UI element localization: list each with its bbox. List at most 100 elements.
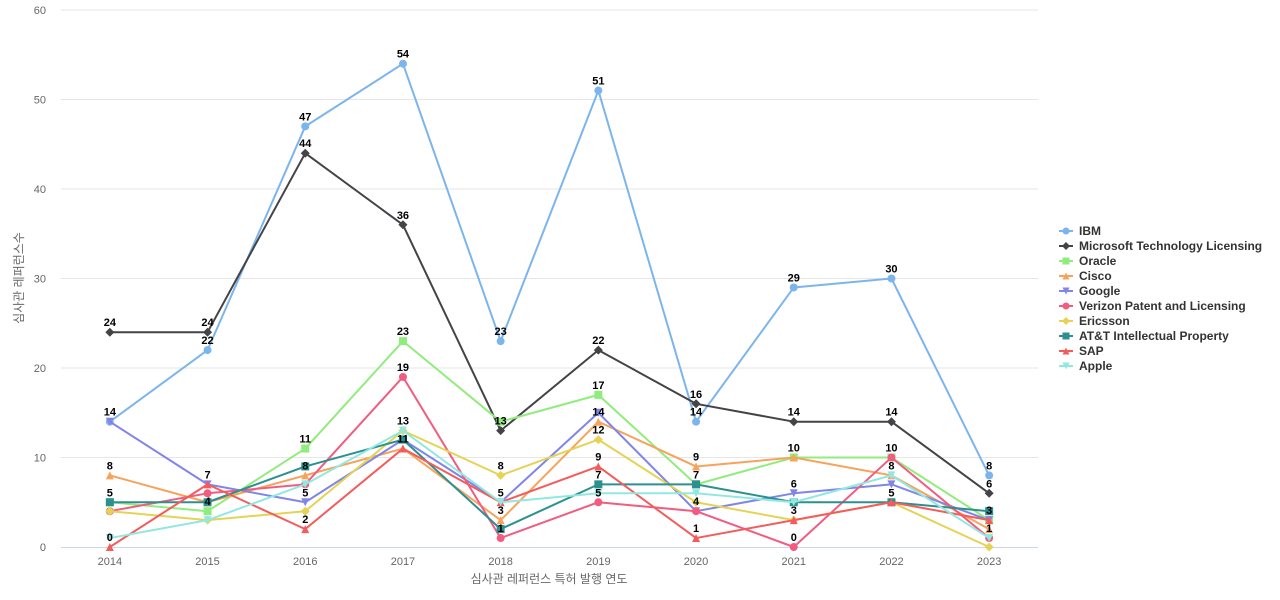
series-line xyxy=(108,429,991,540)
data-point xyxy=(594,86,603,95)
data-label: 23 xyxy=(397,326,409,338)
data-point xyxy=(398,426,407,435)
data-label: 24 xyxy=(104,317,117,329)
legend-item[interactable]: Ericsson xyxy=(1059,314,1130,328)
series-line xyxy=(108,420,991,531)
data-point xyxy=(105,471,114,480)
data-label: 14 xyxy=(592,407,605,419)
legend-label: Verizon Patent and Licensing xyxy=(1079,299,1246,313)
data-label: 7 xyxy=(204,469,210,481)
y-axis-title: 심사관 레퍼런스수 xyxy=(12,232,26,324)
data-label: 0 xyxy=(107,532,113,544)
data-point xyxy=(887,453,896,462)
data-label: 1 xyxy=(986,523,992,535)
x-tick-label: 2016 xyxy=(293,556,317,568)
series-oracle xyxy=(105,337,994,525)
data-point xyxy=(398,435,407,444)
data-point xyxy=(691,399,701,409)
data-point xyxy=(985,507,994,516)
legend-item[interactable]: AT&T Intellectual Property xyxy=(1059,329,1229,343)
data-label: 5 xyxy=(107,487,113,499)
series-layer xyxy=(105,59,994,552)
data-label: 7 xyxy=(595,469,601,481)
data-label: 24 xyxy=(201,317,214,329)
legend-item[interactable]: Apple xyxy=(1059,359,1113,373)
data-point xyxy=(594,498,603,507)
x-tick-label: 2022 xyxy=(879,556,903,568)
legend-marker xyxy=(1062,317,1070,325)
data-label: 8 xyxy=(302,460,308,472)
data-label: 1 xyxy=(693,523,699,535)
data-point xyxy=(301,498,310,507)
legend-item[interactable]: SAP xyxy=(1059,344,1104,358)
series-apple xyxy=(105,426,994,543)
legend-label: Google xyxy=(1079,284,1121,298)
legend-item[interactable]: Cisco xyxy=(1059,269,1112,283)
legend-item[interactable]: IBM xyxy=(1059,224,1101,238)
legend-marker xyxy=(1062,347,1070,355)
y-tick-label: 60 xyxy=(34,5,46,17)
data-label: 5 xyxy=(888,487,894,499)
y-tick-label: 20 xyxy=(34,363,46,375)
legend-item[interactable]: Oracle xyxy=(1059,254,1117,268)
data-point xyxy=(496,534,505,543)
series-line xyxy=(108,411,991,522)
legend-marker xyxy=(1062,257,1070,265)
legend-label: Microsoft Technology Licensing xyxy=(1079,239,1262,253)
series-ibm xyxy=(105,59,994,480)
data-label: 3 xyxy=(986,505,992,517)
data-label: 8 xyxy=(888,460,894,472)
series-line xyxy=(108,447,991,548)
data-point xyxy=(105,506,115,516)
data-point xyxy=(301,462,310,471)
data-point xyxy=(691,497,701,507)
data-label: 3 xyxy=(498,505,504,517)
data-point xyxy=(594,462,603,471)
data-point xyxy=(398,444,407,453)
data-label: 2 xyxy=(302,514,308,526)
data-point xyxy=(985,471,994,480)
data-label: 10 xyxy=(885,443,897,455)
data-point xyxy=(301,480,310,489)
data-label: 3 xyxy=(791,505,797,517)
legend-item[interactable]: Verizon Patent and Licensing xyxy=(1059,299,1246,313)
data-point xyxy=(593,345,603,355)
x-tick-label: 2019 xyxy=(586,556,610,568)
data-point xyxy=(789,543,798,551)
data-point xyxy=(203,516,212,525)
y-tick-label: 30 xyxy=(34,274,46,286)
data-point xyxy=(692,462,701,471)
data-label: 11 xyxy=(397,434,409,446)
y-tick-label: 0 xyxy=(40,542,46,554)
data-point xyxy=(496,417,505,426)
legend-marker xyxy=(1062,287,1070,295)
data-label: 9 xyxy=(595,451,601,463)
data-point xyxy=(692,489,701,498)
data-point xyxy=(203,480,212,489)
legend-marker xyxy=(1062,227,1070,235)
data-point xyxy=(203,498,212,507)
legend-item[interactable]: Google xyxy=(1059,284,1121,298)
data-labels: 2414850242274474411852543623191311231385… xyxy=(104,49,992,544)
legend-marker xyxy=(1062,272,1070,280)
y-axis-ticks: 0 10 20 30 40 50 60 xyxy=(34,5,46,554)
data-point xyxy=(398,372,407,381)
data-point xyxy=(594,390,603,399)
legend-label: SAP xyxy=(1079,344,1104,358)
data-point xyxy=(496,337,505,346)
legend-marker xyxy=(1062,332,1070,340)
data-point xyxy=(203,489,212,498)
data-label: 47 xyxy=(299,111,311,123)
data-point xyxy=(985,534,994,543)
data-point xyxy=(985,525,994,534)
data-point xyxy=(398,59,407,68)
legend-item[interactable]: Microsoft Technology Licensing xyxy=(1059,239,1262,253)
x-axis-title: 심사관 레퍼런스 특허 발행 연도 xyxy=(471,571,628,586)
series-line xyxy=(108,152,991,495)
series-verizon-patent-and-licensing xyxy=(105,372,994,551)
x-tick-label: 2014 xyxy=(98,556,122,568)
data-point xyxy=(789,453,798,462)
data-label: 44 xyxy=(299,138,312,150)
data-label: 13 xyxy=(495,416,507,428)
